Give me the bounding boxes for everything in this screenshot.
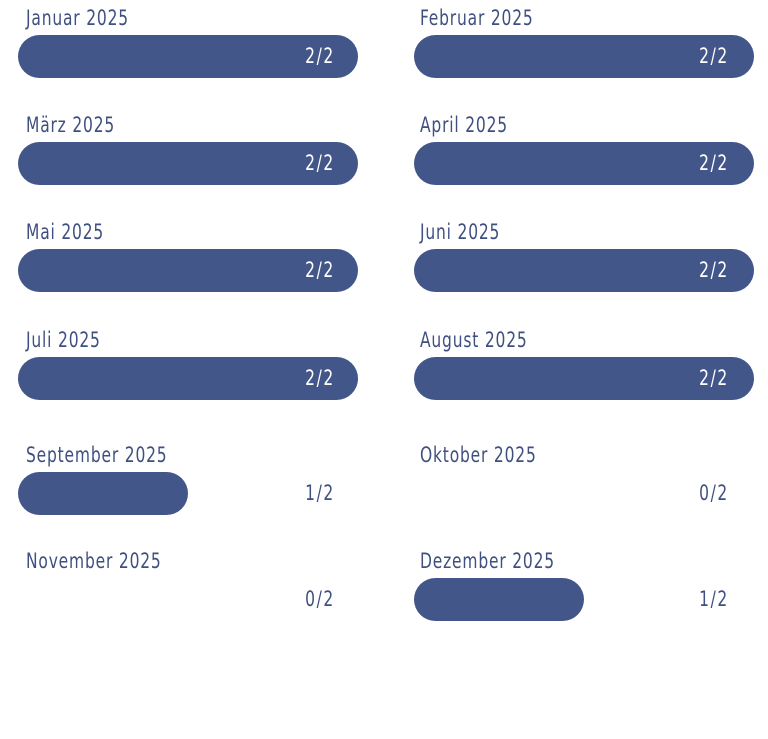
progress-bar: [18, 357, 358, 400]
month-label: Mai 2025: [26, 220, 105, 244]
progress-bar: [414, 578, 584, 621]
progress-bar: [18, 142, 358, 185]
progress-bar: [414, 35, 754, 78]
month-label: Dezember 2025: [420, 549, 555, 573]
progress-bar: [414, 142, 754, 185]
progress-text: 1/2: [305, 481, 335, 505]
month-label: Juli 2025: [26, 328, 101, 352]
progress-bar: [414, 357, 754, 400]
progress-text: 2/2: [699, 151, 729, 175]
progress-text: 2/2: [305, 258, 335, 282]
month-label: August 2025: [420, 328, 528, 352]
month-label: Juni 2025: [420, 220, 501, 244]
month-label: Oktober 2025: [420, 443, 537, 467]
progress-bar: [18, 249, 358, 292]
progress-text: 2/2: [305, 151, 335, 175]
progress-text: 2/2: [699, 258, 729, 282]
progress-bar: [18, 472, 188, 515]
progress-bar: [414, 249, 754, 292]
month-label: Januar 2025: [26, 6, 129, 30]
month-label: März 2025: [26, 113, 116, 137]
month-label: Februar 2025: [420, 6, 534, 30]
month-label: April 2025: [420, 113, 508, 137]
progress-text: 2/2: [305, 44, 335, 68]
progress-bar: [18, 35, 358, 78]
progress-text: 0/2: [699, 481, 729, 505]
progress-text: 2/2: [699, 366, 729, 390]
progress-text: 0/2: [305, 587, 335, 611]
progress-text: 2/2: [699, 44, 729, 68]
month-label: November 2025: [26, 549, 162, 573]
progress-text: 2/2: [305, 366, 335, 390]
month-label: September 2025: [26, 443, 168, 467]
progress-text: 1/2: [699, 587, 729, 611]
